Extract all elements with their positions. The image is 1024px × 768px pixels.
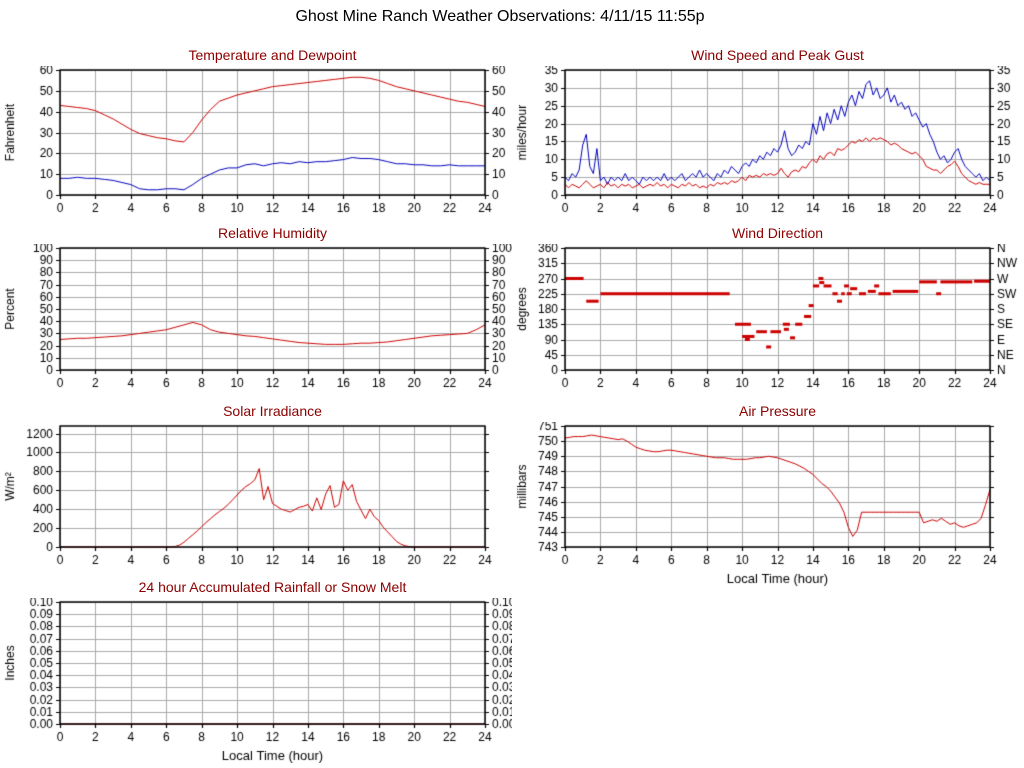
solar-chart: Solar Irradiance <box>0 400 512 587</box>
pressure-plot <box>512 422 1024 587</box>
solar-chart-title: Solar Irradiance <box>223 403 322 419</box>
humidity-chart: Relative Humidity <box>0 222 512 409</box>
wind-speed-chart-title: Wind Speed and Peak Gust <box>691 47 864 63</box>
solar-plot <box>0 422 512 587</box>
wind-speed-chart: Wind Speed and Peak Gust <box>512 44 1024 231</box>
temperature-chart-title: Temperature and Dewpoint <box>188 47 357 63</box>
pressure-chart: Air Pressure <box>512 400 1024 587</box>
wind-speed-plot <box>512 66 1024 231</box>
page-title: Ghost Mine Ranch Weather Observations: 4… <box>295 8 705 25</box>
wind-direction-chart-title: Wind Direction <box>731 225 824 241</box>
pressure-chart-title: Air Pressure <box>738 403 817 419</box>
wind-direction-plot <box>512 244 1024 409</box>
humidity-chart-title: Relative Humidity <box>218 225 327 241</box>
rainfall-chart: 24 hour Accumulated Rainfall or Snow Mel… <box>0 576 512 763</box>
rainfall-plot <box>0 598 512 763</box>
humidity-plot <box>0 244 512 409</box>
rainfall-chart-title: 24 hour Accumulated Rainfall or Snow Mel… <box>138 579 407 595</box>
temperature-chart: Temperature and Dewpoint <box>0 44 512 231</box>
wind-direction-chart: Wind Direction <box>512 222 1024 409</box>
temperature-plot <box>0 66 512 231</box>
